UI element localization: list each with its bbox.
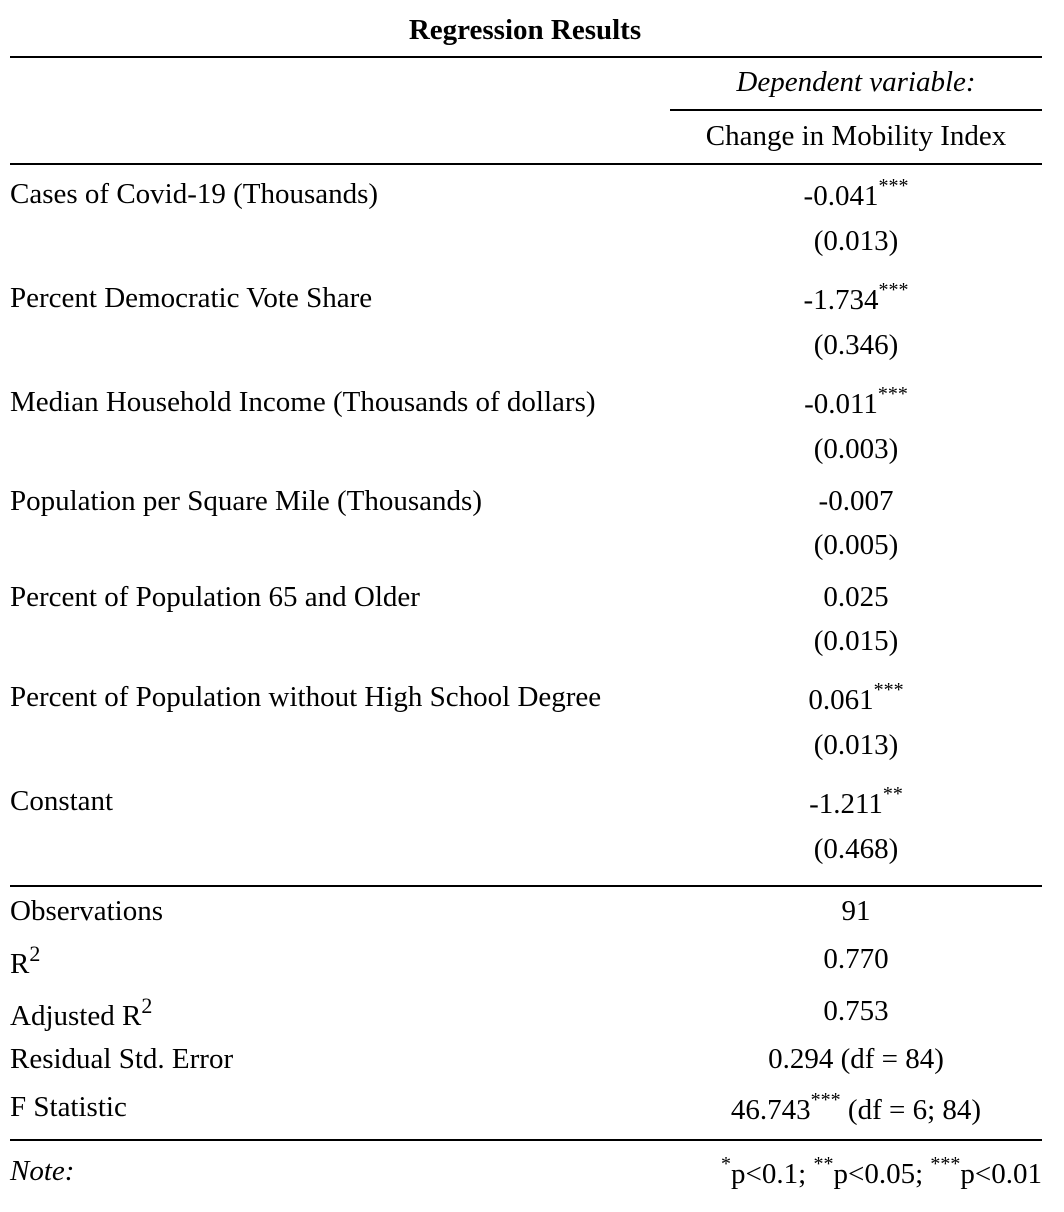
coef-se: (0.003) [813, 433, 899, 465]
coef-label: Percent Democratic Vote Share [10, 282, 373, 314]
coef-estimate: 0.061*** [808, 679, 904, 716]
top-rule [10, 56, 1042, 58]
coef-estimate: -0.041*** [803, 175, 909, 212]
significance-note: *p<0.1; **p<0.05; ***p<0.01 [721, 1153, 1042, 1190]
coef-se: (0.468) [813, 833, 899, 865]
coef-label: Cases of Covid-19 (Thousands) [10, 178, 379, 210]
residual-std-error-value: 0.294 (df = 84) [768, 1043, 944, 1075]
observations-label: Observations [10, 895, 164, 927]
coef-estimate: -1.734*** [803, 279, 909, 316]
observations-value: 91 [841, 895, 871, 927]
adjusted-r2-value: 0.753 [823, 995, 889, 1027]
table-title: Regression Results [408, 14, 642, 46]
coef-bottom-rule [10, 885, 1042, 887]
coef-estimate: -1.211** [809, 783, 903, 820]
coef-label: Percent of Population 65 and Older [10, 581, 420, 613]
stats-bottom-rule [10, 1139, 1042, 1141]
r2-value: 0.770 [823, 943, 889, 975]
coef-se: (0.005) [813, 529, 899, 561]
f-statistic-value: 46.743*** (df = 6; 84) [730, 1089, 982, 1126]
coef-se: (0.013) [813, 729, 899, 761]
coef-label: Constant [10, 785, 114, 817]
residual-std-error-label: Residual Std. Error [10, 1043, 234, 1075]
note-label: Note: [10, 1155, 75, 1187]
coef-label: Percent of Population without High Schoo… [10, 681, 602, 713]
coef-se: (0.013) [813, 225, 899, 257]
coef-estimate: -0.007 [818, 485, 894, 517]
dependent-variable-name: Change in Mobility Index [705, 120, 1007, 152]
coef-estimate: 0.025 [823, 581, 889, 613]
r2-label: R2 [10, 941, 41, 981]
coef-se: (0.346) [813, 329, 899, 361]
dependent-variable-rule [670, 109, 1042, 111]
coef-label: Population per Square Mile (Thousands) [10, 485, 482, 517]
f-statistic-label: F Statistic [10, 1091, 127, 1123]
coef-se: (0.015) [813, 625, 899, 657]
adjusted-r2-label: Adjusted R2 [10, 993, 153, 1033]
dependent-variable-label: Dependent variable: [736, 66, 976, 98]
coef-label: Median Household Income (Thousands of do… [10, 386, 596, 418]
coef-estimate: -0.011*** [804, 383, 908, 420]
header-bottom-rule [10, 163, 1042, 165]
